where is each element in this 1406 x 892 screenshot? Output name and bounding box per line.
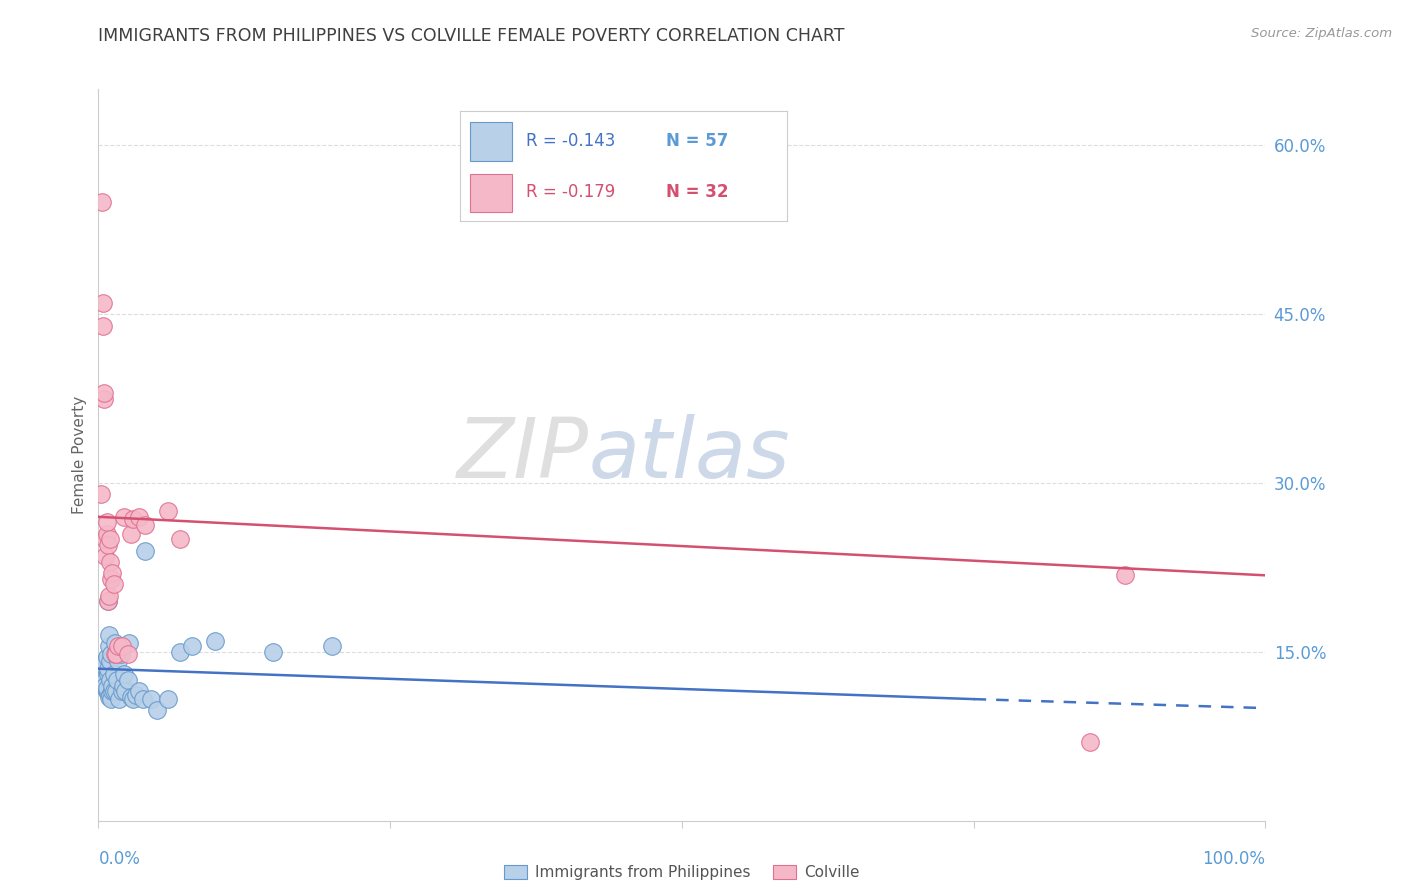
Text: 0.0%: 0.0%: [98, 850, 141, 868]
Point: [90, 667, 112, 681]
Point: [103, 667, 125, 681]
Point: [112, 509, 135, 524]
Text: Source: ZipAtlas.com: Source: ZipAtlas.com: [1251, 27, 1392, 40]
Point: [93, 386, 115, 401]
Point: [114, 684, 136, 698]
Point: [104, 647, 127, 661]
Point: [321, 639, 343, 653]
Point: [97, 639, 120, 653]
Point: [91, 318, 114, 333]
Point: [101, 684, 124, 698]
Point: [117, 673, 139, 687]
Point: [111, 639, 134, 653]
Point: [96, 681, 118, 695]
Point: [96, 650, 118, 665]
Point: [96, 526, 118, 541]
Text: IMMIGRANTS FROM PHILIPPINES VS COLVILLE FEMALE POVERTY CORRELATION CHART: IMMIGRANTS FROM PHILIPPINES VS COLVILLE …: [98, 27, 845, 45]
Point: [122, 512, 145, 526]
Point: [101, 679, 124, 693]
Point: [93, 676, 115, 690]
Point: [90, 194, 112, 209]
Point: [169, 645, 191, 659]
Point: [118, 636, 141, 650]
Point: [180, 639, 202, 653]
Point: [107, 654, 129, 668]
Point: [93, 672, 115, 686]
Point: [91, 296, 114, 310]
Point: [128, 509, 150, 524]
Point: [103, 577, 125, 591]
Point: [90, 487, 112, 501]
Point: [139, 692, 162, 706]
Point: [134, 517, 156, 532]
Text: atlas: atlas: [589, 415, 790, 495]
Point: [98, 673, 121, 687]
Point: [146, 703, 169, 717]
Point: [98, 688, 121, 702]
Point: [97, 662, 120, 676]
Point: [169, 533, 191, 547]
Point: [132, 692, 155, 706]
Point: [110, 647, 132, 661]
Point: [94, 656, 117, 670]
Point: [98, 533, 121, 547]
Point: [120, 690, 142, 704]
Point: [1080, 735, 1102, 749]
Text: ZIP: ZIP: [457, 415, 589, 495]
Point: [104, 684, 127, 698]
Point: [91, 656, 114, 670]
Point: [122, 692, 145, 706]
Point: [108, 692, 131, 706]
Point: [93, 658, 115, 673]
Y-axis label: Female Poverty: Female Poverty: [72, 396, 87, 514]
Point: [91, 670, 114, 684]
Point: [100, 572, 122, 586]
Point: [112, 667, 135, 681]
Point: [94, 549, 117, 564]
Point: [107, 639, 129, 653]
Point: [98, 555, 121, 569]
Point: [94, 679, 117, 693]
Point: [98, 654, 121, 668]
Point: [100, 647, 122, 661]
Point: [91, 665, 114, 679]
Point: [97, 667, 120, 681]
Point: [97, 594, 120, 608]
Point: [97, 538, 120, 552]
Point: [94, 673, 117, 687]
Point: [104, 636, 127, 650]
Point: [111, 684, 134, 698]
Point: [117, 647, 139, 661]
Legend: Immigrants from Philippines, Colville: Immigrants from Philippines, Colville: [498, 859, 866, 886]
Point: [101, 566, 124, 580]
Point: [94, 533, 117, 547]
Point: [94, 681, 117, 695]
Point: [104, 647, 127, 661]
Point: [157, 504, 180, 518]
Point: [103, 684, 125, 698]
Text: 100.0%: 100.0%: [1202, 850, 1265, 868]
Point: [90, 673, 112, 687]
Point: [262, 645, 284, 659]
Point: [105, 673, 128, 687]
Point: [97, 594, 120, 608]
Point: [90, 662, 112, 676]
Point: [100, 692, 122, 706]
Point: [96, 516, 118, 530]
Point: [204, 633, 226, 648]
Point: [93, 392, 115, 406]
Point: [96, 684, 118, 698]
Point: [1114, 568, 1136, 582]
Point: [97, 589, 120, 603]
Point: [157, 692, 180, 706]
Point: [125, 688, 148, 702]
Point: [97, 628, 120, 642]
Point: [111, 679, 134, 693]
Point: [120, 526, 142, 541]
Point: [128, 684, 150, 698]
Point: [134, 543, 156, 558]
Point: [97, 690, 120, 704]
